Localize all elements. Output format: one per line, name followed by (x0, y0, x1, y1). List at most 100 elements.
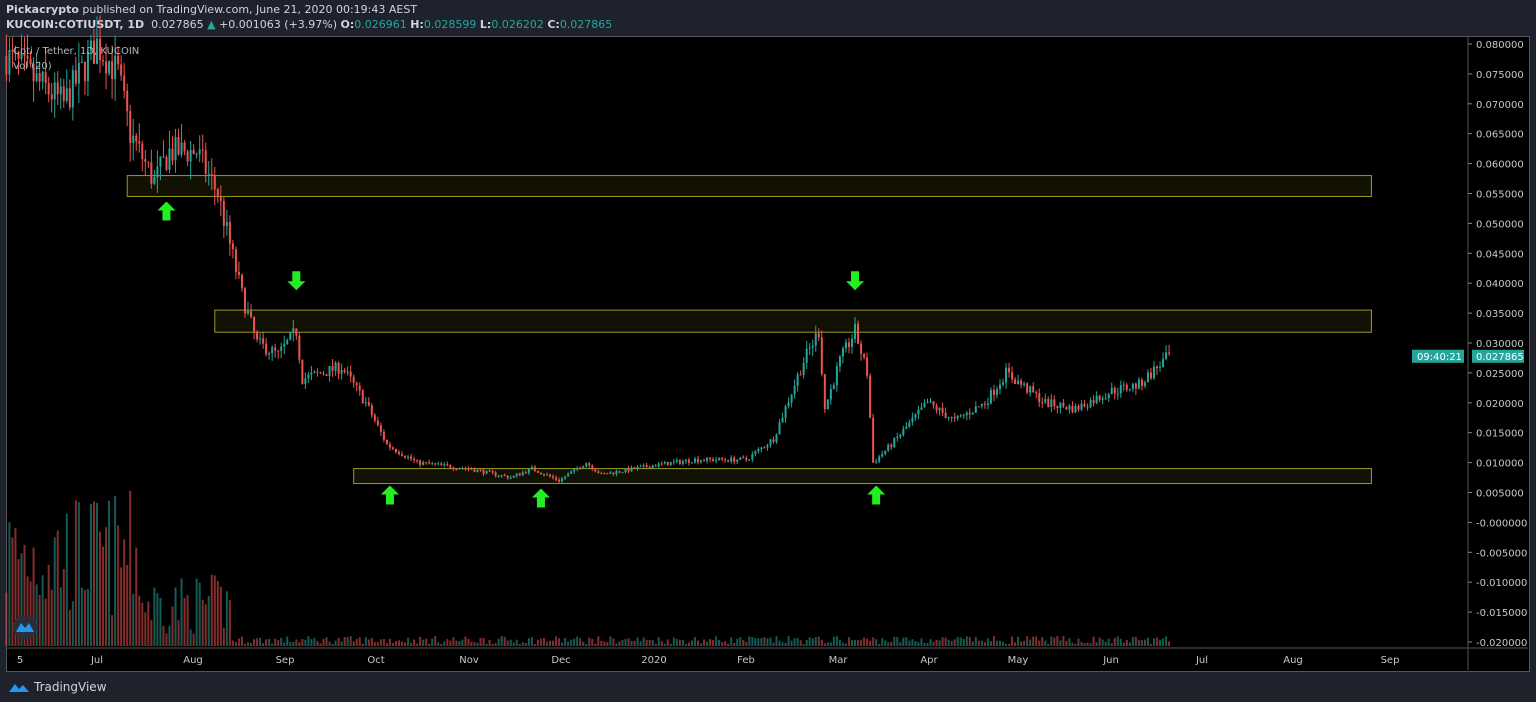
volume-bar (373, 642, 376, 646)
candle-body (117, 55, 120, 65)
candle-body (132, 135, 135, 144)
volume-bar (358, 637, 361, 646)
candle-body (370, 405, 373, 416)
chart-area[interactable] (6, 36, 1530, 672)
volume-bar (851, 640, 853, 646)
volume-bar (1080, 641, 1083, 646)
volume-bar (38, 594, 41, 646)
candle-body (687, 459, 690, 463)
candle-body (591, 465, 594, 470)
volume-bar (829, 642, 832, 646)
candle-body (301, 359, 304, 384)
candle-body (1047, 399, 1050, 408)
volume-bar (820, 639, 823, 646)
volume-bar (265, 639, 268, 646)
candle-body (536, 470, 539, 473)
price-tick-label: -0.000000 (1476, 518, 1527, 529)
price-tick-label: 0.010000 (1476, 459, 1524, 470)
volume-bar (651, 640, 654, 646)
price-tick-label: -0.010000 (1476, 578, 1527, 589)
candle-body (938, 407, 941, 411)
volume-bar (259, 637, 262, 646)
candle-body (65, 88, 68, 101)
candle-body (971, 412, 974, 415)
candle-body (364, 402, 367, 404)
volume-bar (262, 643, 265, 646)
candle-body (866, 357, 869, 376)
candle-body (1134, 383, 1137, 389)
candle-body (358, 385, 361, 391)
candle-body (32, 64, 35, 82)
volume-bar (633, 640, 636, 646)
volume-bar (174, 587, 177, 646)
candle-body (189, 149, 192, 162)
candle-body (645, 465, 648, 468)
volume-bar (183, 597, 186, 646)
candle-body (627, 468, 630, 472)
candle-body (956, 415, 959, 419)
candle-body (222, 200, 225, 227)
candle-body (733, 457, 736, 462)
volume-bar (204, 604, 207, 646)
volume-bar (1107, 638, 1110, 646)
candle-body (1059, 402, 1062, 408)
candle-body (881, 453, 884, 457)
volume-bar (844, 643, 847, 646)
candle-body (1131, 383, 1134, 390)
volume-bar (974, 637, 977, 646)
candle-body (355, 382, 358, 386)
candle-body (135, 135, 138, 142)
author[interactable]: Pickacrypto (6, 3, 79, 16)
series-title: Coti / Tether, 1D, KUCOIN (13, 46, 140, 57)
volume-bar (630, 640, 633, 646)
volume-bar (542, 637, 545, 646)
last-price-badge (1472, 349, 1524, 363)
volume-bar (89, 503, 92, 646)
volume-bar (385, 643, 388, 646)
volume-bar (624, 638, 627, 646)
candle-body (814, 333, 817, 346)
candle-body (539, 472, 542, 475)
volume-bar (256, 638, 259, 646)
time-tick-label: 2020 (641, 655, 666, 666)
candle-body (1149, 372, 1152, 379)
volume-bar (228, 600, 231, 646)
volume-bar (461, 639, 464, 646)
candle-body (521, 472, 524, 476)
candle-body (844, 342, 847, 349)
candle-body (1162, 358, 1165, 368)
volume-bar (1026, 636, 1029, 646)
volume-bar (65, 513, 68, 646)
volume-bar (479, 637, 482, 646)
high-label: H: (410, 18, 424, 31)
candle-body (174, 136, 177, 161)
volume-bar (887, 642, 890, 646)
volume-bar (401, 641, 404, 646)
candle-body (651, 465, 654, 469)
candle-body (585, 463, 588, 467)
candle-body (941, 407, 944, 413)
candle-body (597, 471, 600, 474)
candle-body (265, 343, 268, 355)
volume-bar (216, 581, 219, 646)
candle-body (509, 477, 512, 479)
candle-body (693, 458, 696, 463)
candle-body (153, 177, 156, 184)
volume-bar (250, 643, 253, 646)
candle-body (1156, 366, 1159, 369)
volume-bar (875, 639, 878, 646)
volume-bar (1041, 637, 1044, 646)
support-resistance-zone (126, 175, 1372, 197)
volume-bar (784, 642, 787, 646)
price-tick-label: 0.025000 (1476, 369, 1524, 380)
volume-bar (561, 642, 564, 646)
volume-bar (570, 639, 573, 646)
candle-body (183, 142, 186, 152)
volume-bar (494, 643, 497, 646)
candle-body (488, 470, 491, 472)
brand-name[interactable]: TradingView (34, 680, 107, 694)
volume-bar (56, 530, 59, 646)
candle-body (328, 366, 331, 377)
volume-bar (132, 594, 135, 646)
